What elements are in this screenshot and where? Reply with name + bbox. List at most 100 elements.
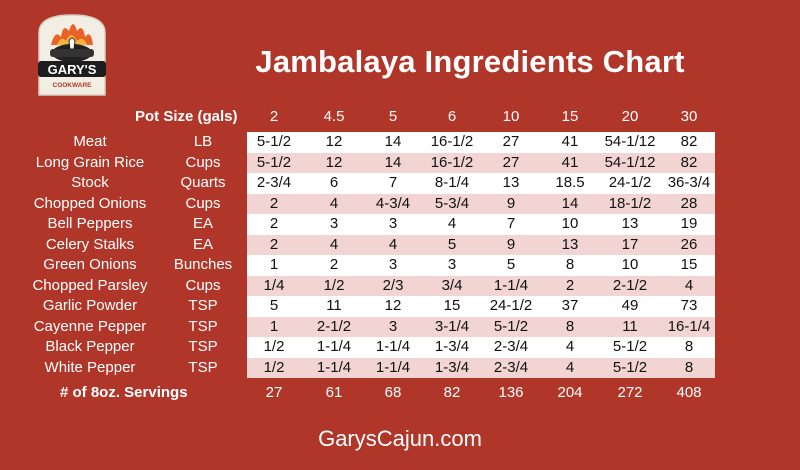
ingredient-unit: TSP: [188, 338, 218, 355]
table-cell: 11: [326, 297, 342, 314]
table-cell: 1/2: [323, 276, 345, 294]
page-title: Jambalaya Ingredients Chart: [255, 44, 685, 79]
table-cell: 1-1/4: [375, 338, 411, 355]
table-row: Meat LB 5-1/2 12 14 16-1/2 27 41 54-1/12 82: [0, 132, 800, 153]
table-cell: 1/4: [263, 276, 285, 294]
table-cell: 5-1/2: [612, 338, 648, 355]
pot-size-value: 30: [680, 108, 698, 125]
pot-size-value: 2: [269, 108, 279, 125]
ingredient-unit: TSP: [188, 317, 218, 335]
row-values: 1/2 1-1/4 1-1/4 1-3/4 2-3/4 4 5-1/2 8: [247, 337, 715, 358]
row-values: 1 2-1/2 3 3-1/4 5-1/2 8 11 16-1/4: [247, 316, 715, 337]
table-cell: 7: [388, 174, 398, 191]
table-cell: 14: [561, 194, 579, 212]
table-cell: 54-1/12: [604, 133, 656, 150]
table-cell: 73: [680, 297, 698, 314]
pot-size-value: 10: [502, 108, 520, 125]
table-cell: 49: [621, 297, 639, 314]
table-cell: 1-1/4: [375, 358, 411, 376]
table-row: Chopped Onions Cups 2 4 4-3/4 5-3/4 9 14 18-1/2 2…: [0, 193, 800, 214]
pot-size-value: 5: [388, 108, 398, 125]
table-cell: 4: [388, 235, 398, 253]
table-cell: 15: [680, 256, 698, 273]
ingredient-unit: EA: [192, 235, 213, 253]
table-cell: 2-3/4: [493, 338, 529, 355]
table-cell: 3: [388, 317, 398, 335]
table-cell: 54-1/12: [604, 153, 656, 171]
table-cell: 11: [622, 317, 638, 335]
table-row: Cayenne Pepper TSP 1 2-1/2 3 3-1/4 5-1/2 8 11 16-…: [0, 316, 800, 337]
pot-size-value: 6: [447, 108, 457, 125]
table-cell: 1/2: [263, 358, 285, 376]
table-cell: 5-1/2: [256, 153, 292, 171]
table-cell: 1: [269, 256, 279, 273]
table-cell: 1-1/4: [493, 276, 529, 294]
table-cell: 82: [680, 133, 698, 150]
table-cell: 4: [329, 235, 339, 253]
table-row: Long Grain Rice Cups 5-1/2 12 14 16-1/2 27 41 54…: [0, 152, 800, 173]
ingredient-unit: Cups: [185, 194, 221, 212]
table-cell: 2: [269, 215, 279, 232]
table-cell: 5-1/2: [493, 317, 529, 335]
table-cell: 1-1/4: [316, 358, 352, 376]
table-cell: 4-3/4: [375, 194, 411, 212]
garys-cookware-logo: GARY'S COOKWARE: [38, 14, 106, 96]
table-cell: 12: [325, 133, 343, 150]
table-cell: 4: [447, 215, 457, 232]
logo-sub-text: COOKWARE: [53, 82, 93, 89]
ingredient-name: Garlic Powder: [42, 297, 138, 314]
table-cell: 1-1/4: [316, 338, 352, 355]
table-cell: 4: [565, 338, 575, 355]
ingredient-name: Chopped Onions: [33, 194, 147, 212]
pot-size-header: Pot Size (gals) 2 4.5 5 6 10 15 20 30: [0, 108, 800, 128]
table-cell: 7: [506, 215, 516, 232]
servings-value: 68: [384, 384, 402, 401]
table-cell: 13: [621, 215, 639, 232]
table-cell: 5-3/4: [434, 194, 470, 212]
ingredient-name: Green Onions: [43, 256, 137, 273]
ingredients-table: Meat LB 5-1/2 12 14 16-1/2 27 41 54-1/12 82 Long G…: [0, 132, 800, 378]
servings-value: 82: [443, 384, 461, 401]
table-cell: 15: [443, 297, 461, 314]
table-cell: 2-1/2: [612, 276, 648, 294]
table-cell: 5: [506, 256, 516, 273]
row-values: 5 11 12 15 24-1/2 37 49 73: [247, 296, 715, 317]
website-url: GarysCajun.com: [318, 426, 482, 451]
ingredient-unit: Cups: [185, 276, 221, 294]
servings-row: # of 8oz. Servings 27 61 68 82 136 204 272 408: [0, 384, 800, 404]
servings-value: 27: [265, 384, 283, 401]
table-cell: 10: [561, 215, 579, 232]
pot-size-value: 20: [621, 108, 639, 125]
table-cell: 16-1/2: [430, 153, 474, 171]
ingredient-unit: Cups: [185, 153, 221, 171]
table-row: Stock Quarts 2-3/4 6 7 8-1/4 13 18.5 24-1/2 36-3/…: [0, 173, 800, 194]
row-values: 2 3 3 4 7 10 13 19: [247, 214, 715, 235]
table-cell: 8: [565, 256, 575, 273]
row-values: 5-1/2 12 14 16-1/2 27 41 54-1/12 82: [247, 132, 715, 153]
table-cell: 4: [329, 194, 339, 212]
row-values: 1 2 3 3 5 8 10 15: [247, 255, 715, 276]
ingredient-name: White Pepper: [44, 358, 136, 376]
table-cell: 14: [384, 153, 402, 171]
table-cell: 1-3/4: [434, 338, 470, 355]
table-cell: 82: [680, 153, 698, 171]
table-cell: 10: [621, 256, 639, 273]
pot-size-label: Pot Size (gals): [135, 108, 238, 125]
ingredient-unit: TSP: [188, 358, 218, 376]
table-cell: 4: [565, 358, 575, 376]
table-cell: 18-1/2: [608, 194, 652, 212]
table-cell: 3: [329, 215, 339, 232]
table-cell: 1: [269, 317, 279, 335]
table-cell: 18.5: [555, 174, 585, 191]
table-cell: 2: [269, 235, 279, 253]
table-cell: 16-1/2: [430, 133, 474, 150]
ingredient-name: Celery Stalks: [45, 235, 135, 253]
table-cell: 19: [680, 215, 698, 232]
table-cell: 2/3: [382, 276, 404, 294]
table-cell: 41: [561, 153, 579, 171]
table-cell: 12: [325, 153, 343, 171]
table-row: Chopped Parsley Cups 1/4 1/2 2/3 3/4 1-1/4 2 2-1…: [0, 275, 800, 296]
table-cell: 24-1/2: [608, 174, 652, 191]
table-cell: 8: [684, 358, 694, 376]
ingredient-name: Meat: [73, 133, 107, 150]
